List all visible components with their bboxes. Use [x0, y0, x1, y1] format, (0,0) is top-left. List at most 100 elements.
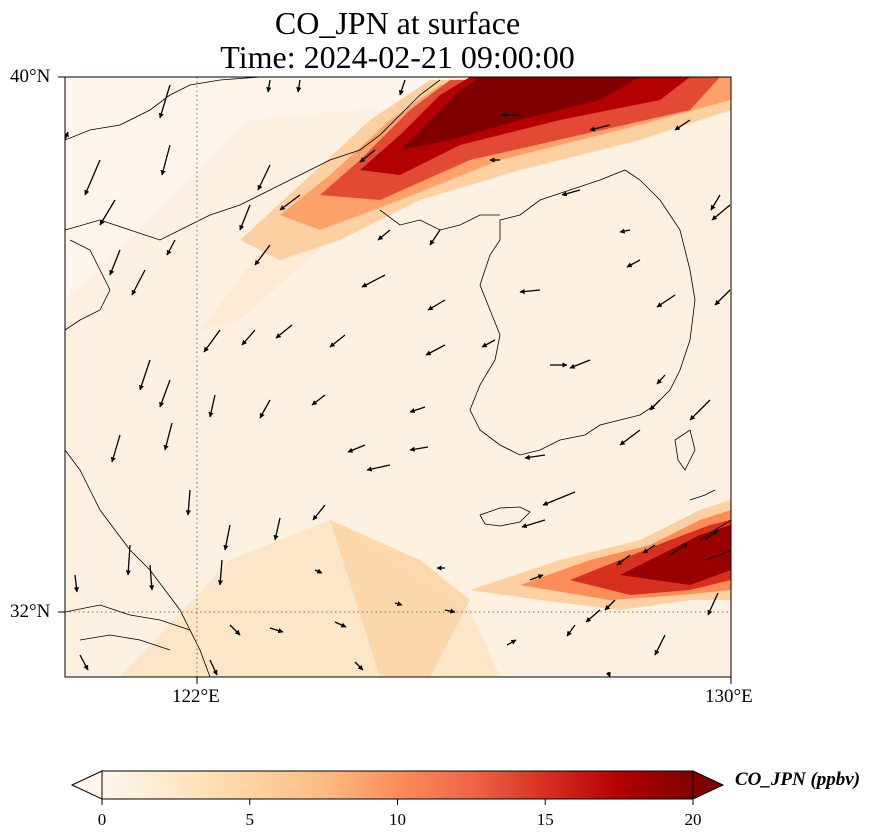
wind-arrow	[109, 249, 121, 276]
wind-arrow	[254, 244, 271, 266]
colorbar-tick-label-0: 0	[97, 810, 107, 829]
wind-arrow	[654, 634, 666, 656]
wind-arrow	[604, 599, 616, 611]
wind-arrow	[275, 324, 293, 339]
wind-arrow	[296, 79, 302, 93]
wind-arrow	[425, 344, 446, 356]
wind-arrow	[366, 464, 391, 472]
wind-arrow	[166, 239, 176, 256]
wind-arrow	[674, 119, 691, 131]
wind-arrow	[312, 504, 326, 521]
colorbar-extend-low	[70, 770, 103, 800]
wind-arrow	[229, 624, 241, 636]
wind-arrow	[394, 601, 403, 607]
coastlines	[65, 77, 731, 677]
wind-arrow	[649, 399, 661, 411]
wind-arrow	[619, 228, 631, 234]
colorbar-extend-high	[692, 770, 725, 800]
lat-label-40: 40°N	[10, 66, 51, 87]
wind-arrow	[689, 399, 711, 421]
wind-arrow	[73, 574, 80, 593]
wind-arrow	[409, 406, 426, 413]
wind-arrow	[529, 574, 544, 581]
wind-arrow	[589, 124, 611, 132]
wind-arrow	[79, 654, 89, 671]
wind-arrow	[209, 659, 218, 676]
wind-arrow	[481, 339, 496, 348]
wind-arrow	[279, 194, 301, 211]
wind-arrow	[707, 592, 719, 616]
title-line-1: CO_JPN at surface	[274, 5, 521, 41]
colorbar-label: CO_JPN (ppbv)	[735, 769, 861, 790]
colorbar-tick-marks	[101, 799, 694, 805]
wind-arrow	[266, 79, 272, 93]
wind-arrow	[259, 399, 271, 419]
wind-arrow	[616, 554, 631, 566]
wind-arrow	[273, 517, 281, 541]
wind-arrow	[669, 542, 689, 556]
colorbar-tick-label-10: 10	[389, 810, 406, 829]
wind-arrow	[223, 524, 231, 551]
wind-arrow	[159, 379, 171, 408]
wind-arrow	[149, 564, 155, 591]
wind-arrow	[334, 621, 347, 628]
wind-arrow	[710, 194, 721, 211]
wind-arrow	[125, 544, 131, 576]
wind-arrow	[566, 624, 576, 637]
wind-arrow	[427, 299, 446, 311]
wind-arrow	[131, 269, 146, 296]
wind-arrow	[429, 229, 441, 246]
wind-arrow	[203, 329, 221, 353]
wind-arrow	[626, 259, 641, 268]
wind-arrow	[377, 229, 391, 241]
wind-arrow	[409, 446, 429, 452]
wind-arrow	[217, 559, 223, 586]
wind-arrow	[619, 429, 641, 446]
concentration-field	[65, 77, 731, 677]
wind-arrow	[347, 444, 366, 453]
wind-arrow	[519, 288, 541, 295]
colorbar-tick-label-20: 20	[684, 810, 702, 829]
wind-arrow	[524, 454, 546, 460]
wind-arrow	[160, 144, 171, 176]
wind-arrow	[656, 294, 676, 308]
wind-arrow	[329, 334, 346, 348]
wind-arrow	[239, 204, 251, 231]
title-line-2: Time: 2024-02-21 09:00:00	[220, 39, 575, 75]
colorbar-tick-label-15: 15	[536, 810, 554, 829]
wind-arrow	[642, 544, 656, 554]
wind-arrow	[711, 204, 731, 221]
wind-arrow	[585, 609, 601, 623]
wind-arrow	[542, 491, 576, 506]
wind-arrow	[257, 164, 271, 191]
lat-label-32: 32°N	[10, 601, 51, 622]
colorbar	[101, 770, 694, 800]
wind-arrow	[110, 434, 121, 463]
wind-arrow	[185, 489, 191, 516]
wind-arrow	[359, 149, 376, 163]
map-title: CO_JPN at surface Time: 2024-02-21 09:00…	[64, 6, 731, 74]
wind-arrow	[354, 661, 364, 671]
wind-arrow	[208, 394, 216, 418]
wind-arrow	[314, 568, 323, 574]
colorbar-tick-label-5: 5	[245, 810, 255, 829]
wind-arrow	[704, 529, 719, 541]
wind-vectors	[65, 79, 731, 677]
wind-arrow	[561, 189, 581, 197]
wind-arrow	[84, 159, 101, 196]
wind-arrow	[521, 519, 546, 529]
wind-arrow	[714, 289, 731, 306]
wind-arrow	[605, 671, 611, 677]
lon-label-122: 122°E	[172, 686, 220, 707]
wind-arrow	[569, 359, 591, 369]
wind-arrow	[506, 639, 517, 646]
map-frame	[64, 76, 732, 678]
wind-arrow	[444, 608, 456, 614]
wind-arrow	[361, 274, 386, 288]
wind-arrow	[163, 422, 173, 451]
wind-arrow	[269, 627, 284, 634]
wind-arrow	[311, 394, 326, 406]
wind-arrow	[656, 374, 666, 385]
wind-arrow	[399, 79, 406, 96]
